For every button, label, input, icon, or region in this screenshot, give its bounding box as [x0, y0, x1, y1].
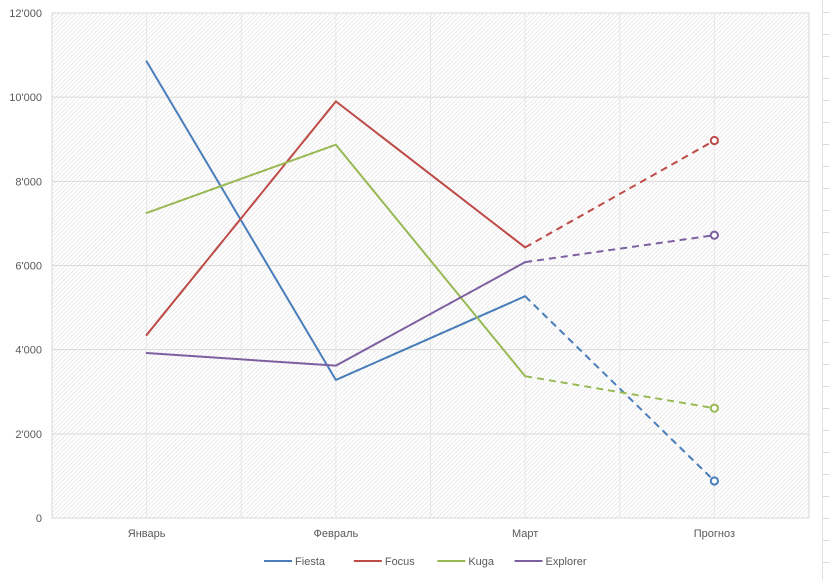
x-tick-label: Март [512, 528, 538, 540]
legend-label-kuga: Kuga [468, 556, 495, 568]
edge-mark [823, 56, 829, 57]
series-line-focus [145, 100, 527, 336]
edge-mark [823, 210, 829, 211]
forecast-line-kuga [524, 375, 715, 410]
edge-mark [823, 100, 829, 101]
y-tick-label: 4'000 [15, 345, 42, 357]
forecast-point-fiesta [709, 476, 719, 486]
y-tick-label: 10'000 [9, 92, 42, 104]
edge-mark [823, 518, 829, 519]
series-line-fiesta [145, 60, 527, 381]
axes: 0 2'000 4'000 6'000 8'000 10'000 12'000 Январь Ф… [9, 8, 735, 540]
edge-mark [823, 78, 829, 79]
edge-mark [823, 408, 829, 409]
edge-mark [823, 540, 829, 541]
edge-mark [823, 430, 829, 431]
forecast-line-explorer [524, 234, 715, 264]
x-tick-label: Январь [128, 528, 166, 540]
edge-mark [823, 188, 829, 189]
y-tick-label: 8'000 [15, 176, 42, 188]
edge-mark [823, 496, 829, 497]
edge-mark [823, 562, 829, 563]
edge-border [822, 0, 823, 580]
edge-mark [823, 320, 829, 321]
forecast-point-kuga [709, 403, 719, 413]
legend-label-fiesta: Fiesta [295, 556, 326, 568]
series-line-kuga [145, 143, 527, 378]
edge-mark [823, 254, 829, 255]
x-tick-label: Прогноз [694, 528, 735, 540]
edge-mark [823, 232, 829, 233]
edge-mark [823, 34, 829, 35]
edge-mark [823, 298, 829, 299]
forecast-point-explorer [709, 230, 719, 240]
series-lines [145, 60, 719, 486]
edge-mark [823, 342, 829, 343]
edge-mark [823, 122, 829, 123]
edge-mark [823, 364, 829, 365]
edge-mark [823, 12, 829, 13]
y-tick-label: 2'000 [15, 429, 42, 441]
edge-mark [823, 276, 829, 277]
x-tick-label: Февраль [314, 528, 359, 540]
edge-mark [823, 166, 829, 167]
y-tick-label: 12'000 [9, 8, 42, 20]
legend-label-focus: Focus [385, 556, 415, 568]
y-tick-label: 0 [36, 513, 42, 525]
y-tick-label: 6'000 [15, 261, 42, 273]
forecast-line-fiesta [524, 295, 716, 482]
forecast-line-focus [524, 139, 715, 249]
legend-label-explorer: Explorer [546, 556, 587, 568]
grid-lines [52, 12, 809, 519]
series-line-explorer [145, 261, 527, 367]
edge-mark [823, 144, 829, 145]
edge-mark [823, 386, 829, 387]
forecast-point-focus [709, 135, 719, 146]
edge-mark [823, 452, 829, 453]
legend: Fiesta Focus Kuga Explorer [264, 556, 587, 568]
edge-mark [823, 474, 829, 475]
